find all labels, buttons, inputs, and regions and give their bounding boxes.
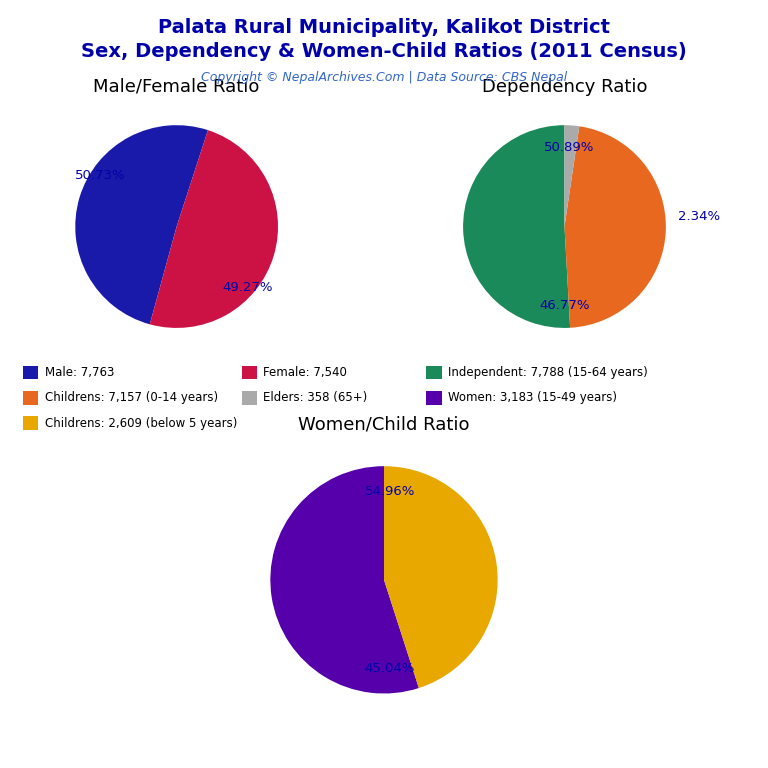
Text: 50.73%: 50.73%	[75, 170, 126, 182]
Text: Male: 7,763: Male: 7,763	[45, 366, 114, 379]
Text: Independent: 7,788 (15-64 years): Independent: 7,788 (15-64 years)	[448, 366, 647, 379]
Text: 2.34%: 2.34%	[678, 210, 720, 223]
Wedge shape	[564, 126, 666, 328]
Wedge shape	[75, 125, 208, 324]
Wedge shape	[384, 466, 498, 688]
Title: Male/Female Ratio: Male/Female Ratio	[94, 78, 260, 95]
Text: Women: 3,183 (15-49 years): Women: 3,183 (15-49 years)	[448, 392, 617, 404]
Wedge shape	[270, 466, 419, 694]
Text: Copyright © NepalArchives.Com | Data Source: CBS Nepal: Copyright © NepalArchives.Com | Data Sou…	[201, 71, 567, 84]
Title: Dependency Ratio: Dependency Ratio	[482, 78, 647, 95]
Text: 49.27%: 49.27%	[223, 281, 273, 294]
Wedge shape	[463, 125, 570, 328]
Wedge shape	[564, 125, 579, 227]
Title: Women/Child Ratio: Women/Child Ratio	[298, 415, 470, 433]
Text: Childrens: 7,157 (0-14 years): Childrens: 7,157 (0-14 years)	[45, 392, 217, 404]
Text: 45.04%: 45.04%	[365, 662, 415, 675]
Text: 50.89%: 50.89%	[545, 141, 594, 154]
Text: 46.77%: 46.77%	[539, 299, 590, 312]
Text: Female: 7,540: Female: 7,540	[263, 366, 347, 379]
Text: Sex, Dependency & Women-Child Ratios (2011 Census): Sex, Dependency & Women-Child Ratios (20…	[81, 42, 687, 61]
Wedge shape	[150, 130, 278, 328]
Text: Elders: 358 (65+): Elders: 358 (65+)	[263, 392, 368, 404]
Text: Childrens: 2,609 (below 5 years): Childrens: 2,609 (below 5 years)	[45, 417, 237, 429]
Text: Palata Rural Municipality, Kalikot District: Palata Rural Municipality, Kalikot Distr…	[158, 18, 610, 37]
Text: 54.96%: 54.96%	[365, 485, 415, 498]
